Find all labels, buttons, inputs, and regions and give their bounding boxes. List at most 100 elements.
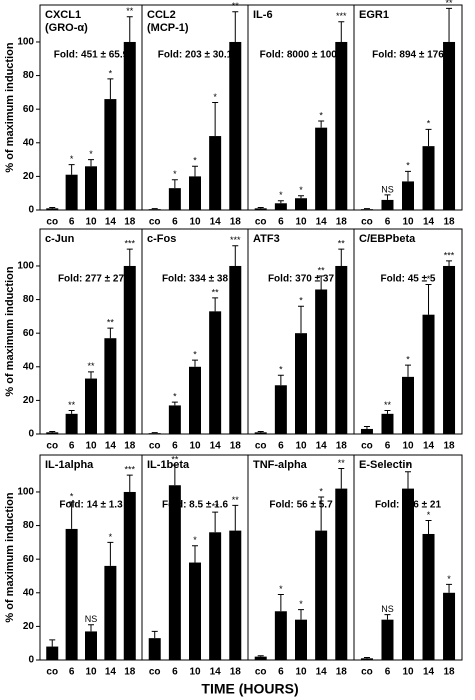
x-tick-label: 18	[124, 667, 136, 678]
x-tick-label: 18	[230, 217, 242, 228]
x-tick-label: 6	[172, 217, 178, 228]
error-bar	[425, 520, 432, 534]
error-bar	[151, 630, 158, 639]
panel-title: C/EBPbeta	[359, 233, 416, 245]
panel-title: CCL2	[147, 9, 176, 21]
error-bar	[107, 78, 114, 100]
x-tick-label: 18	[443, 217, 455, 228]
significance-label: **	[338, 239, 346, 249]
x-tick-label: 10	[402, 441, 414, 452]
y-axis-title: % of maximum induction	[4, 492, 16, 622]
x-tick-label: 18	[443, 441, 455, 452]
significance-label: *	[173, 391, 177, 401]
significance-label: *	[213, 92, 217, 102]
error-bar	[212, 101, 219, 137]
significance-label: *	[109, 532, 113, 542]
panel-title: IL-6	[253, 9, 273, 21]
bar	[123, 491, 136, 660]
significance-label: *	[70, 491, 74, 501]
bar	[422, 314, 435, 434]
y-tick-label: 40	[23, 361, 35, 372]
x-tick-label: co	[255, 441, 267, 452]
error-bar	[68, 409, 75, 414]
x-tick-label: 18	[443, 667, 455, 678]
fold-annotation: Fold: 277 ± 27	[58, 274, 125, 285]
error-bar	[338, 21, 345, 42]
bar	[402, 181, 414, 210]
x-tick-label: 10	[402, 667, 414, 678]
bar	[104, 99, 117, 210]
error-bar	[318, 120, 325, 128]
x-tick-label: 14	[210, 217, 222, 228]
error-bar	[68, 164, 75, 175]
bar	[360, 209, 373, 210]
bar	[229, 265, 242, 434]
significance-label: **	[232, 495, 240, 505]
x-tick-label: 6	[278, 217, 284, 228]
bar	[381, 619, 394, 660]
significance-label: *	[319, 486, 323, 496]
error-bar	[232, 504, 239, 531]
error-bar	[363, 425, 370, 429]
x-tick-label: co	[361, 441, 373, 452]
significance-label: NS	[85, 614, 98, 624]
x-tick-label: 18	[336, 667, 348, 678]
significance-label: NS	[381, 604, 394, 614]
y-tick-label: 0	[28, 205, 34, 216]
y-tick-label: 80	[23, 294, 35, 305]
error-bar	[151, 432, 158, 434]
bar	[335, 265, 348, 434]
bar	[123, 265, 136, 434]
x-tick-label: 14	[423, 667, 435, 678]
panel-title: ATF3	[253, 233, 280, 245]
y-tick-label: 0	[28, 429, 34, 440]
x-tick-label: 18	[230, 667, 242, 678]
error-bar	[171, 179, 178, 189]
error-bar	[192, 165, 198, 177]
panel-title: EGR1	[359, 9, 389, 21]
error-bar	[49, 639, 56, 647]
x-tick-label: 14	[210, 441, 222, 452]
bar	[315, 127, 328, 210]
error-bar	[298, 195, 304, 199]
significance-label: NS	[381, 184, 394, 194]
error-bar	[171, 401, 178, 406]
y-tick-label: 40	[23, 137, 35, 148]
x-tick-label: 18	[124, 441, 136, 452]
significance-label: **	[212, 502, 220, 512]
x-tick-label: co	[255, 217, 267, 228]
significance-label: *	[406, 161, 410, 171]
error-bar	[49, 206, 56, 209]
panel-title: c-Jun	[45, 233, 75, 245]
bar	[254, 656, 267, 660]
error-bar	[151, 208, 158, 210]
x-tick-label: 10	[189, 441, 201, 452]
panel-title: IL-1beta	[147, 459, 190, 471]
significance-label: **	[87, 361, 95, 371]
x-tick-label: 10	[85, 217, 97, 228]
bar	[85, 631, 97, 660]
bar	[422, 533, 435, 660]
error-bar	[107, 327, 114, 339]
significance-label: *	[89, 149, 93, 159]
x-tick-label: 10	[295, 667, 307, 678]
bar	[335, 488, 348, 660]
bar	[229, 530, 242, 660]
y-tick-label: 60	[23, 104, 35, 115]
x-tick-label: 10	[295, 441, 307, 452]
error-bar	[384, 194, 391, 200]
error-bar	[338, 467, 345, 489]
significance-label: *	[279, 584, 283, 594]
x-tick-label: 14	[105, 667, 117, 678]
bar	[402, 488, 414, 660]
x-tick-label: 6	[69, 667, 75, 678]
panel-title: IL-1alpha	[45, 459, 94, 471]
panel-subtitle: (MCP-1)	[147, 22, 189, 34]
x-tick-label: 6	[278, 441, 284, 452]
fold-annotation: Fold: 203 ± 30.1	[158, 50, 233, 61]
significance-label: **	[384, 400, 392, 410]
significance-label: *	[279, 365, 283, 375]
error-bar	[171, 464, 178, 486]
bar	[209, 532, 222, 660]
